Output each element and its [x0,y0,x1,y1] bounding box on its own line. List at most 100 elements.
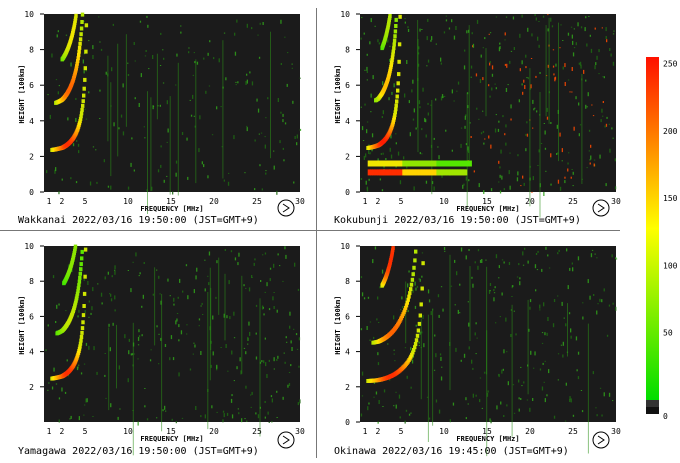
noise-mark [287,52,289,54]
noise-mark [503,349,505,354]
noise-mark [413,108,415,113]
noise-mark [261,188,263,191]
noise-mark [476,19,479,24]
noise-mark [571,34,573,39]
noise-mark [137,344,140,346]
noise-mark [144,405,146,408]
noise-mark [489,283,492,286]
noise-mark [453,100,455,102]
noise-mark [201,302,203,305]
noise-mark [261,305,264,310]
noise-mark [377,39,379,43]
noise-mark [265,362,267,367]
trace-point [77,49,81,54]
noise-mark [234,51,237,56]
noise-mark [229,316,231,320]
trace-point [390,60,394,65]
noise-mark [444,95,446,97]
noise-mark [533,367,535,369]
noise-mark [493,289,495,292]
noise-mark [467,146,469,151]
noise-speckles [360,246,618,457]
noise-mark [262,306,264,309]
x-tick-label: 10 [439,427,449,436]
y-tick-label: 0 [345,188,350,197]
noise-mark [562,354,564,358]
noise-mark [426,36,428,41]
noise-mark [455,26,457,30]
noise-mark [460,359,462,362]
noise-mark [559,132,561,137]
noise-mark [198,318,201,321]
noise-mark [54,169,56,174]
noise-mark [156,417,158,419]
noise-mark [361,17,363,19]
noise-mark [70,177,72,180]
noise-mark [589,159,591,161]
trace-point [394,24,398,28]
noise-mark [603,288,605,292]
noise-mark [180,330,183,335]
noise-mark [220,106,222,108]
es-point [462,169,466,176]
noise-mark [517,171,519,176]
y-tick-label: 6 [345,312,350,321]
noise-mark [87,281,89,285]
trace-point [82,304,86,308]
noise-mark [601,108,603,113]
noise-mark [531,191,533,193]
noise-mark [518,99,520,103]
noise-mark [237,408,239,410]
noise-mark [383,389,386,393]
noise-mark [412,289,414,293]
noise-mark [238,252,240,257]
noise-mark [417,63,420,67]
trace-point [78,119,82,124]
noise-mark [273,292,275,293]
x-axis-label: FREQUENCY [MHz] [456,435,519,443]
noise-mark [463,65,466,70]
interference-column [431,100,433,195]
noise-mark [406,166,408,169]
noise-mark [470,76,472,78]
noise-mark [467,403,469,405]
trace-point [388,14,392,18]
noise-mark [158,275,160,279]
noise-mark [605,27,607,32]
noise-mark [377,158,379,163]
es-point [441,169,444,176]
noise-mark [77,366,79,369]
x-tick-label: 1 [363,197,368,206]
noise-mark [439,353,442,356]
noise-mark [474,261,476,264]
noise-mark [582,302,584,304]
noise-mark [494,128,497,133]
colorbar-tick-label: 250 [663,60,678,69]
noise-mark [284,122,287,125]
interference-column [469,266,471,341]
noise-mark [291,347,293,351]
noise-mark [264,291,266,293]
trace-point [394,17,398,22]
noise-mark [590,253,593,258]
noise-mark [175,421,177,424]
noise-mark [276,190,278,195]
noise-mark [564,176,566,179]
noise-mark [373,336,375,339]
noise-mark [503,261,505,264]
noise-mark [134,60,136,62]
noise-mark [180,25,182,27]
noise-mark [159,104,161,107]
trace-point [417,321,422,326]
noise-mark [605,36,607,39]
noise-mark [84,310,86,314]
noise-mark [230,398,233,403]
noise-mark [581,410,584,413]
noise-mark [130,353,132,356]
noise-mark [475,394,477,397]
noise-mark [245,385,247,389]
noise-mark [530,84,532,89]
noise-mark [131,137,133,140]
noise-mark [88,345,90,350]
es-point [450,160,454,167]
